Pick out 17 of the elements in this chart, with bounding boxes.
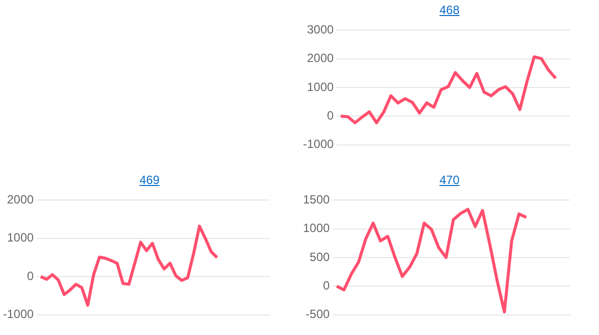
y-tick-label: 2000 bbox=[306, 51, 334, 66]
y-tick-label: -1000 bbox=[302, 137, 334, 152]
y-tick-label: 0 bbox=[327, 108, 334, 122]
y-tick-label: 2000 bbox=[6, 192, 34, 207]
y-tick-label: 0 bbox=[27, 268, 34, 283]
y-tick-label: 0 bbox=[323, 278, 330, 292]
y-tick-label: 1000 bbox=[306, 80, 334, 94]
y-tick-label: 500 bbox=[310, 250, 330, 264]
chart-title: 469 bbox=[138, 172, 161, 189]
y-tick-label: 1000 bbox=[302, 221, 330, 236]
chart-title: 470 bbox=[438, 172, 461, 189]
y-tick-label: 1000 bbox=[6, 230, 34, 245]
y-tick-label: 3000 bbox=[306, 22, 334, 37]
y-tick-label: -500 bbox=[306, 307, 330, 322]
chart-title: 468 bbox=[438, 2, 461, 19]
y-tick-label: -1000 bbox=[2, 307, 34, 322]
y-tick-label: 1500 bbox=[302, 192, 330, 207]
